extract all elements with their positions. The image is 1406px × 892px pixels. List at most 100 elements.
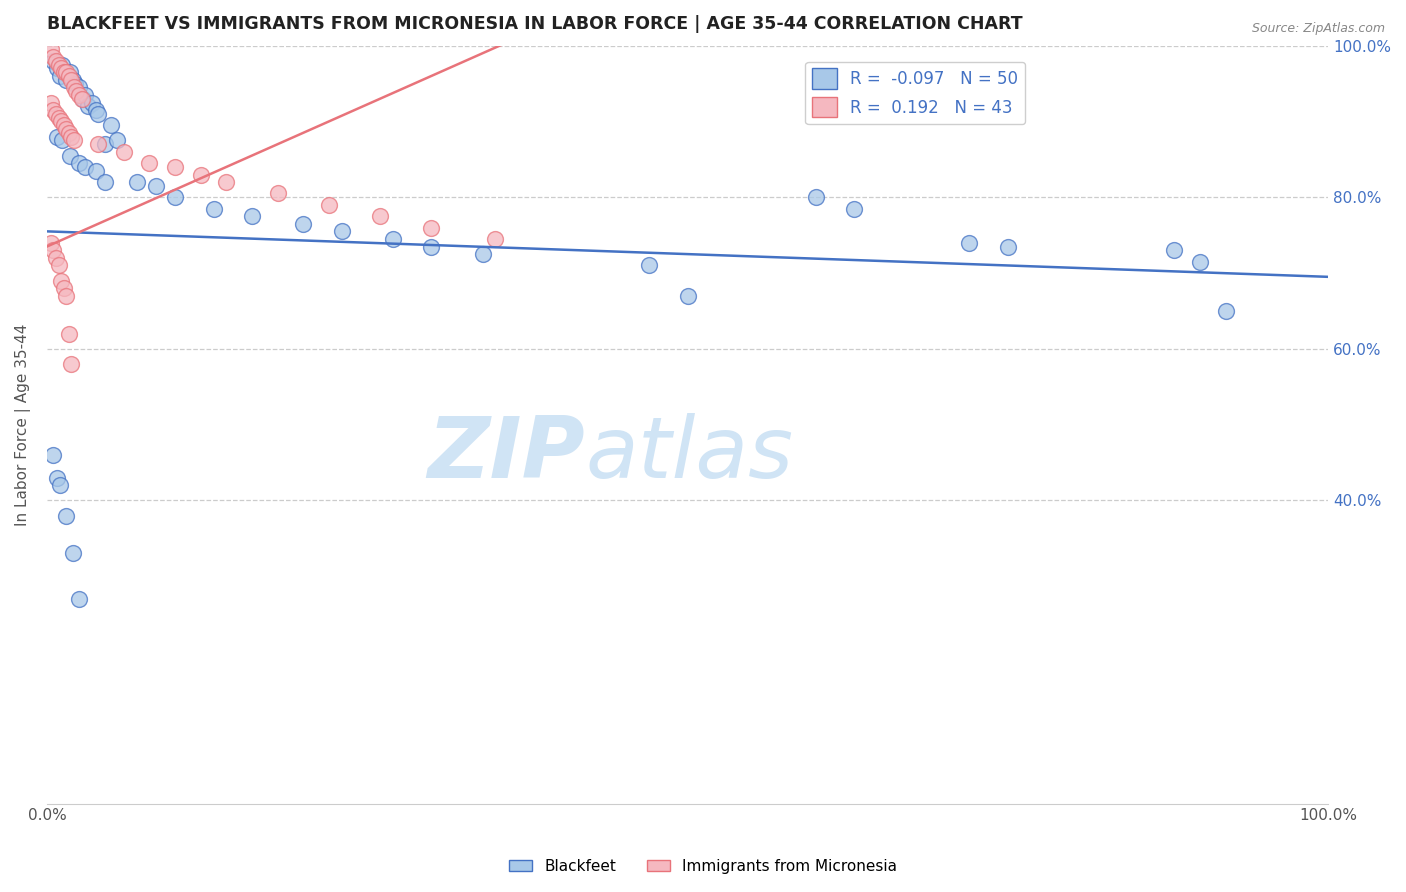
Point xyxy=(202,202,225,216)
Point xyxy=(42,50,65,64)
Point xyxy=(60,357,83,371)
Point xyxy=(67,591,90,606)
Point xyxy=(65,84,87,98)
Point xyxy=(49,62,72,76)
Legend: Blackfeet, Immigrants from Micronesia: Blackfeet, Immigrants from Micronesia xyxy=(503,853,903,880)
Point xyxy=(59,65,82,79)
Point xyxy=(49,274,72,288)
Point xyxy=(138,156,160,170)
Point xyxy=(52,65,75,79)
Text: Source: ZipAtlas.com: Source: ZipAtlas.com xyxy=(1251,22,1385,36)
Point xyxy=(48,57,70,71)
Point xyxy=(77,99,100,113)
Point xyxy=(48,259,70,273)
Point xyxy=(112,145,135,159)
Point xyxy=(42,244,65,258)
Point xyxy=(67,80,90,95)
Point xyxy=(58,126,80,140)
Point xyxy=(51,133,73,147)
Point xyxy=(93,175,115,189)
Point xyxy=(51,57,73,71)
Point xyxy=(266,186,288,201)
Point xyxy=(804,190,827,204)
Point xyxy=(638,259,661,273)
Point xyxy=(72,92,94,106)
Point xyxy=(165,160,187,174)
Point xyxy=(240,209,263,223)
Point xyxy=(46,471,69,485)
Point xyxy=(381,232,404,246)
Point xyxy=(42,448,65,462)
Point xyxy=(1189,254,1212,268)
Point xyxy=(87,137,110,152)
Point xyxy=(84,163,107,178)
Point xyxy=(63,77,86,91)
Point xyxy=(39,42,62,56)
Text: ZIP: ZIP xyxy=(427,414,585,497)
Point xyxy=(125,175,148,189)
Point xyxy=(957,235,980,250)
Point xyxy=(165,190,187,204)
Point xyxy=(39,235,62,250)
Point xyxy=(52,118,75,132)
Point xyxy=(49,114,72,128)
Point xyxy=(55,65,77,79)
Point xyxy=(75,160,97,174)
Point xyxy=(59,148,82,162)
Point xyxy=(471,247,494,261)
Point xyxy=(190,168,212,182)
Point xyxy=(46,62,69,76)
Point xyxy=(49,478,72,492)
Point xyxy=(67,87,90,102)
Point xyxy=(62,547,84,561)
Point xyxy=(484,232,506,246)
Point xyxy=(1163,244,1185,258)
Point xyxy=(145,178,167,193)
Point xyxy=(70,92,93,106)
Point xyxy=(62,72,84,87)
Point xyxy=(80,95,103,110)
Point xyxy=(330,224,353,238)
Point xyxy=(58,69,80,83)
Y-axis label: In Labor Force | Age 35-44: In Labor Force | Age 35-44 xyxy=(15,324,31,525)
Point xyxy=(58,326,80,341)
Point xyxy=(63,133,86,147)
Point xyxy=(292,217,315,231)
Text: atlas: atlas xyxy=(585,414,793,497)
Point xyxy=(997,239,1019,253)
Point xyxy=(1215,304,1237,318)
Point xyxy=(318,198,340,212)
Point xyxy=(87,107,110,121)
Point xyxy=(420,220,443,235)
Point xyxy=(676,289,699,303)
Point xyxy=(215,175,238,189)
Point xyxy=(55,508,77,523)
Point xyxy=(60,72,83,87)
Point xyxy=(93,137,115,152)
Point xyxy=(60,129,83,144)
Point xyxy=(100,118,122,132)
Point xyxy=(368,209,391,223)
Point xyxy=(42,54,65,68)
Point xyxy=(842,202,865,216)
Point xyxy=(49,69,72,83)
Point xyxy=(63,80,86,95)
Point xyxy=(84,103,107,117)
Point xyxy=(39,95,62,110)
Point xyxy=(45,251,67,265)
Point xyxy=(42,103,65,117)
Point xyxy=(55,122,77,136)
Point xyxy=(55,289,77,303)
Point xyxy=(45,54,67,68)
Point xyxy=(420,239,443,253)
Text: BLACKFEET VS IMMIGRANTS FROM MICRONESIA IN LABOR FORCE | AGE 35-44 CORRELATION C: BLACKFEET VS IMMIGRANTS FROM MICRONESIA … xyxy=(46,15,1022,33)
Point xyxy=(52,281,75,295)
Legend: R =  -0.097   N = 50, R =  0.192   N = 43: R = -0.097 N = 50, R = 0.192 N = 43 xyxy=(806,62,1025,124)
Point xyxy=(67,156,90,170)
Point xyxy=(55,72,77,87)
Point xyxy=(75,87,97,102)
Point xyxy=(48,111,70,125)
Point xyxy=(107,133,129,147)
Point xyxy=(46,129,69,144)
Point xyxy=(45,107,67,121)
